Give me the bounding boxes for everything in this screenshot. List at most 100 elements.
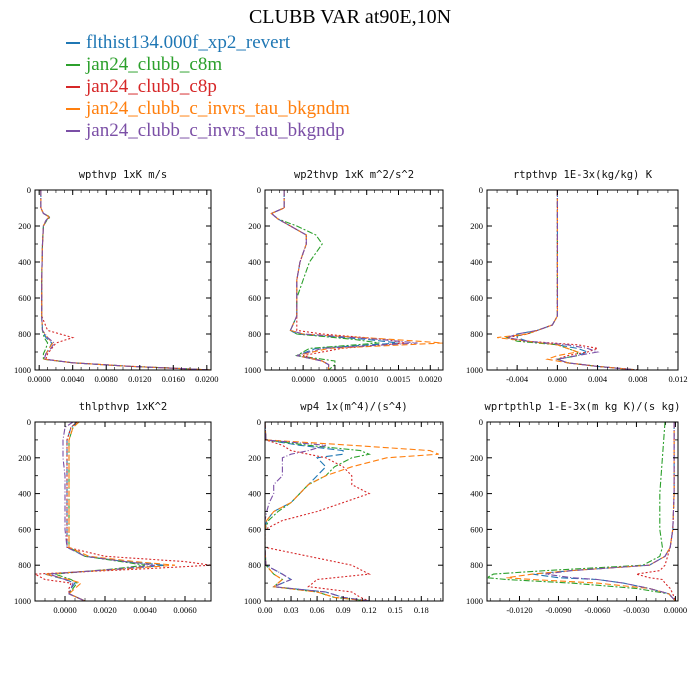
legend-label: jan24_clubb_c8p: [86, 76, 217, 97]
y-tick-label: 600: [470, 293, 483, 303]
y-tick-label: 400: [18, 489, 31, 499]
plot-frame: [486, 189, 679, 371]
legend-swatch: [66, 130, 80, 132]
legend-label: flthist134.000f_xp2_revert: [86, 32, 291, 53]
plot-frame: [486, 421, 679, 602]
y-tick-label: 200: [248, 453, 261, 463]
y-tick-label: 400: [248, 489, 261, 499]
series-line: [44, 422, 176, 601]
plot-frame: [34, 421, 212, 602]
series-line: [265, 422, 370, 601]
y-tick-label: 200: [470, 221, 483, 231]
series-line: [44, 422, 166, 601]
y-tick-label: 0: [257, 185, 261, 195]
y-tick-label: 400: [470, 489, 483, 499]
series-line: [504, 190, 638, 370]
chart-panel: wprtpthlp 1-E-3x(m kg K)/(s kg)0 200 400 60…: [466, 401, 687, 615]
series-line: [506, 422, 676, 601]
legend-swatch: [66, 108, 80, 110]
x-tick-label: -0.0090: [545, 605, 571, 615]
y-tick-label: 400: [248, 257, 261, 267]
legend-label: jan24_clubb_c8m: [86, 54, 223, 75]
series-line: [504, 190, 638, 370]
series-line: [35, 422, 211, 601]
x-tick-label: 0.18: [414, 605, 429, 615]
series-line: [40, 190, 211, 370]
x-tick-label: 0.09: [336, 605, 351, 615]
x-tick-label: 0.0080: [95, 374, 118, 384]
x-tick-label: 0.0010: [355, 374, 378, 384]
y-tick-label: 1000: [466, 596, 483, 606]
y-tick-label: 600: [18, 524, 31, 534]
series-line: [507, 190, 638, 370]
legend-item: flthist134.000f_xp2_revert: [66, 32, 350, 54]
x-tick-label: 0.0020: [93, 605, 116, 615]
series-line: [270, 190, 380, 370]
y-tick-label: 800: [18, 560, 31, 570]
main-title: CLUBB VAR at90E,10N: [248, 6, 452, 28]
legend-swatch: [66, 42, 80, 44]
y-tick-label: 0: [27, 417, 31, 427]
chart-panel: rtpthvp 1E-3x(kg/kg) K 0 200 400 600 800 1000 -…: [466, 169, 688, 384]
panel-title: rtpthvp 1E-3x(kg/kg) K: [513, 169, 653, 181]
y-tick-label: 600: [248, 524, 261, 534]
legend-item: jan24_clubb_c_invrs_tau_bkgndp: [66, 120, 350, 142]
y-tick-label: 800: [470, 560, 483, 570]
x-tick-label: 0.000: [548, 374, 567, 384]
series-line: [487, 422, 676, 601]
series-line: [265, 422, 370, 601]
series-line: [636, 422, 676, 601]
x-tick-label: 0.12: [362, 605, 377, 615]
panel-title: wp4 1x(m^4)/(s^4): [300, 401, 407, 413]
x-tick-label: 0.0060: [173, 605, 196, 615]
y-tick-label: 0: [479, 417, 483, 427]
panel-title: wpthvp 1xK m/s: [79, 169, 168, 181]
series-line: [545, 422, 676, 601]
series-line: [270, 190, 406, 370]
legend-item: jan24_clubb_c8p: [66, 76, 350, 98]
y-tick-label: 1000: [244, 365, 261, 375]
y-tick-label: 1000: [244, 596, 261, 606]
chart-panel: thlpthvp 1xK^2 0 200 400 600 800 1000 0.0000 0.0…: [14, 401, 212, 615]
series-line: [40, 190, 211, 370]
series-line: [265, 422, 372, 601]
x-tick-label: -0.0120: [506, 605, 532, 615]
x-tick-label: 0.008: [628, 374, 647, 384]
x-tick-label: 0.0160: [162, 374, 185, 384]
y-tick-label: 0: [479, 185, 483, 195]
x-tick-label: 0.03: [284, 605, 299, 615]
x-tick-label: 0.004: [588, 374, 608, 384]
x-tick-label: -0.004: [506, 374, 529, 384]
series-line: [497, 190, 638, 370]
x-tick-label: 0.06: [310, 605, 325, 615]
x-tick-label: -0.0030: [623, 605, 649, 615]
legend-label: jan24_clubb_c_invrs_tau_bkgndp: [86, 120, 345, 141]
chart-panel: wp2thvp 1xK m^2/s^2 0 200 400 600 800 1000 0.00…: [244, 169, 444, 384]
y-tick-label: 600: [18, 293, 31, 303]
legend-item: jan24_clubb_c8m: [66, 54, 350, 76]
panel-title: wp2thvp 1xK m^2/s^2: [294, 169, 414, 181]
y-tick-label: 600: [248, 293, 261, 303]
x-tick-label: 0.00: [258, 605, 273, 615]
y-tick-label: 200: [248, 221, 261, 231]
series-line: [270, 190, 418, 370]
x-tick-label: 0.0120: [128, 374, 151, 384]
y-tick-label: 400: [18, 257, 31, 267]
y-tick-label: 200: [470, 453, 483, 463]
series-line: [40, 190, 211, 370]
x-tick-label: 0.0020: [419, 374, 442, 384]
x-tick-label: -0.0060: [584, 605, 610, 615]
series-line: [265, 422, 372, 601]
series-line: [48, 422, 156, 601]
y-tick-label: 800: [470, 329, 483, 339]
x-tick-label: 0.0005: [323, 374, 346, 384]
legend: flthist134.000f_xp2_revert jan24_clubb_c…: [66, 32, 350, 142]
plot-frame: [34, 189, 212, 371]
legend-swatch: [66, 86, 80, 88]
panel-title: thlpthvp 1xK^2: [79, 401, 168, 413]
x-tick-label: 0.0040: [133, 605, 156, 615]
y-tick-label: 1000: [14, 365, 31, 375]
